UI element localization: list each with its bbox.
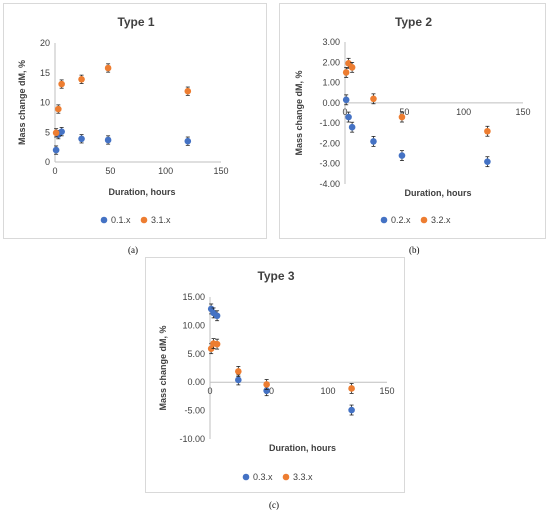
legend-label-series-2: 3.2.x [431, 215, 451, 225]
legend-marker-series-1 [100, 216, 108, 224]
legend-label-series-2: 3.1.x [151, 215, 171, 225]
legend-marker-series-2 [420, 216, 428, 224]
y-tick-label: 10.00 [182, 320, 205, 330]
caption-a: (a) [128, 245, 138, 255]
chart-type-3: Type 305010015015.0010.005.000.00-5.00-1… [158, 269, 395, 482]
chart-type-1: Type 1 0 50 100 150 0 5 10 15 20 Duration, hours Ma… [17, 15, 229, 225]
chart-panel-type-2: Type 2 0 50 100 150 3.00 2.00 1.00 0.00 -1.00 -2.0… [279, 3, 546, 239]
data-point-series-1 [78, 135, 85, 143]
chart-type-2: Type 2 0 50 100 150 3.00 2.00 1.00 0.00 -1.00 -2.0… [294, 15, 531, 225]
data-point-series-2 [55, 105, 62, 113]
y-axis-label: Mass change dM, % [17, 60, 27, 145]
data-point-series-2 [58, 80, 65, 88]
data-point-series-1 [345, 113, 352, 121]
data-point-series-2 [104, 64, 112, 72]
y-tick-label: -1.00 [319, 118, 340, 128]
y-tick-label: 15.00 [182, 292, 205, 302]
data-point-series-1 [484, 158, 491, 165]
legend-marker-series-2 [282, 473, 290, 481]
caption-c: (c) [269, 500, 279, 510]
legend-label-series-2: 3.3.x [293, 472, 313, 482]
chart-title: Type 3 [257, 269, 294, 283]
x-tick-label: 50 [105, 166, 115, 176]
legend-marker-series-1 [242, 473, 250, 481]
y-tick-label: 20 [40, 38, 50, 48]
legend-marker-series-1 [380, 216, 388, 224]
data-point-series-2 [348, 64, 356, 71]
legend-marker-series-2 [140, 216, 148, 224]
y-tick-label: 2.00 [322, 57, 340, 67]
x-axis-label: Duration, hours [269, 443, 336, 453]
data-point-series-1 [213, 312, 221, 320]
y-tick-label: 1.00 [322, 78, 340, 88]
data-point-series-1 [370, 138, 377, 145]
chart-panel-type-1: Type 1 0 50 100 150 0 5 10 15 20 Duration, hours Ma… [3, 3, 267, 239]
data-point-series-1 [342, 96, 350, 104]
data-point-series-1 [348, 123, 356, 131]
data-point-series-1 [52, 146, 60, 154]
data-point-series-1 [235, 376, 242, 384]
x-tick-label: 50 [399, 107, 409, 117]
data-point-series-2 [370, 95, 377, 103]
legend-label-series-1: 0.2.x [391, 215, 411, 225]
data-point-series-1 [398, 152, 406, 159]
y-tick-label: 5 [45, 127, 50, 137]
y-tick-label: 10 [40, 98, 50, 108]
x-tick-label: 100 [456, 107, 471, 117]
data-point-series-1 [348, 406, 355, 414]
x-tick-label: 100 [158, 166, 173, 176]
x-tick-label: 150 [515, 107, 530, 117]
y-tick-label: -5.00 [184, 406, 205, 416]
data-point-series-2 [348, 385, 355, 392]
caption-b: (b) [409, 245, 420, 255]
x-tick-label: 100 [320, 386, 335, 396]
x-tick-label: 0 [207, 386, 212, 396]
data-point-series-1 [104, 136, 112, 144]
data-point-series-2 [78, 75, 85, 83]
x-axis-label: Duration, hours [405, 188, 472, 198]
x-tick-label: 0 [342, 107, 347, 117]
data-point-series-1 [184, 137, 192, 145]
data-point-series-2 [207, 345, 215, 352]
y-tick-label: 0.00 [187, 377, 205, 387]
x-tick-label: 150 [379, 386, 394, 396]
legend-label-series-1: 0.3.x [253, 472, 273, 482]
y-tick-label: -2.00 [319, 138, 340, 148]
chart-panel-type-3: Type 305010015015.0010.005.000.00-5.00-1… [145, 257, 405, 493]
x-axis-label: Duration, hours [109, 187, 176, 197]
y-tick-label: 15 [40, 68, 50, 78]
data-point-series-2 [484, 127, 491, 135]
y-tick-label: 3.00 [322, 37, 340, 47]
data-point-series-2 [263, 381, 270, 388]
chart-title: Type 2 [395, 15, 432, 29]
legend-label-series-1: 0.1.x [111, 215, 131, 225]
y-tick-label: 0 [45, 157, 50, 167]
chart-title: Type 1 [117, 15, 154, 29]
y-tick-label: -3.00 [319, 159, 340, 169]
y-axis-label: Mass change dM, % [158, 325, 168, 410]
y-axis-label: Mass change dM, % [294, 70, 304, 155]
data-point-series-1 [58, 128, 65, 135]
y-tick-label: 0.00 [322, 98, 340, 108]
y-tick-label: -10.00 [179, 434, 205, 444]
data-point-series-2 [52, 129, 60, 137]
y-tick-label: -4.00 [319, 179, 340, 189]
y-tick-label: 5.00 [187, 349, 205, 359]
x-tick-label: 0 [52, 166, 57, 176]
data-point-series-2 [342, 69, 350, 76]
data-point-series-2 [184, 87, 192, 95]
x-tick-label: 150 [213, 166, 228, 176]
data-point-series-2 [213, 340, 221, 348]
data-point-series-2 [398, 113, 406, 121]
data-point-series-2 [235, 368, 242, 375]
